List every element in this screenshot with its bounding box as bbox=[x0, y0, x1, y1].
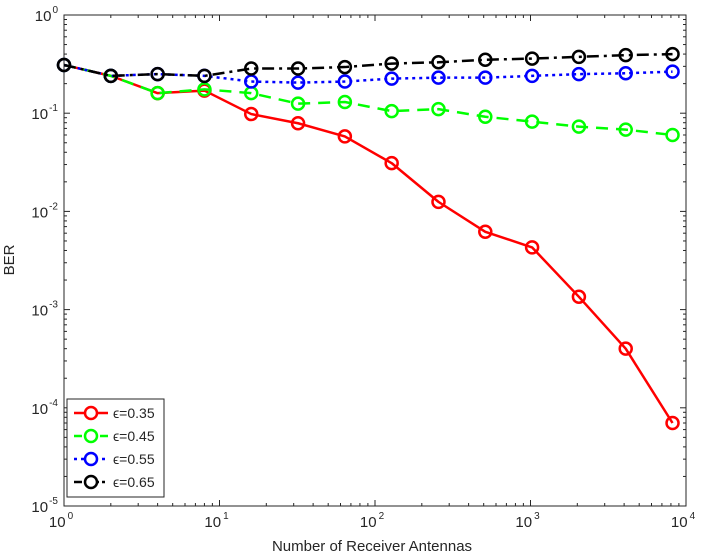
legend-item: ϵ=0.55 bbox=[74, 451, 155, 467]
data-point bbox=[478, 52, 493, 68]
data-point bbox=[56, 57, 72, 73]
data-point bbox=[431, 101, 446, 117]
legend-label: ϵ=0.45 bbox=[113, 428, 155, 444]
data-point bbox=[384, 71, 399, 86]
legend-item: ϵ=0.35 bbox=[74, 405, 155, 421]
data-point bbox=[337, 129, 353, 144]
data-point bbox=[571, 119, 587, 134]
y-tick-label: 100 bbox=[35, 5, 59, 25]
data-point bbox=[524, 51, 540, 66]
data-point bbox=[571, 289, 587, 305]
data-point bbox=[197, 82, 212, 97]
x-tick-label: 10 4 bbox=[671, 511, 696, 531]
y-tick-label: 10-3 bbox=[31, 300, 58, 320]
series-line bbox=[63, 63, 673, 137]
data-point bbox=[290, 75, 306, 90]
data-point bbox=[618, 122, 633, 137]
x-axis-label: Number of Receiver Antennas bbox=[272, 538, 472, 555]
legend-item: ϵ=0.45 bbox=[74, 428, 155, 444]
series-4 bbox=[56, 46, 680, 84]
legend-marker bbox=[83, 474, 99, 490]
x-tick-label: 10 1 bbox=[204, 511, 229, 531]
y-tick-label: 10-2 bbox=[31, 201, 58, 221]
legend-label: ϵ=0.35 bbox=[113, 405, 155, 421]
series-line bbox=[63, 52, 673, 78]
data-point bbox=[290, 96, 306, 111]
legend-marker bbox=[83, 428, 99, 444]
data-point bbox=[431, 194, 446, 210]
data-point bbox=[384, 56, 399, 71]
x-axis-ticks: 10 0 10 1 10 2 10 3 10 4 bbox=[49, 15, 696, 531]
data-point bbox=[618, 47, 633, 63]
data-point bbox=[665, 46, 680, 62]
y-axis-label: BER bbox=[1, 244, 18, 275]
x-tick-label: 10 2 bbox=[360, 511, 385, 531]
data-point bbox=[571, 66, 587, 82]
data-point bbox=[431, 70, 446, 85]
data-point bbox=[478, 70, 493, 85]
y-tick-label: 10-4 bbox=[31, 398, 58, 418]
data-point bbox=[665, 127, 680, 143]
data-point bbox=[524, 114, 540, 129]
data-point bbox=[197, 68, 212, 84]
y-axis-ticks: 100 10-1 10-2 10-3 10-4 10-5 bbox=[31, 5, 686, 516]
data-point bbox=[524, 68, 540, 84]
y-tick-label: 10-5 bbox=[31, 496, 58, 516]
data-point bbox=[337, 59, 353, 75]
data-point bbox=[665, 64, 680, 79]
data-point bbox=[290, 61, 306, 76]
legend-label: ϵ=0.55 bbox=[113, 451, 155, 467]
y-tick-label: 10-1 bbox=[31, 103, 58, 123]
data-point bbox=[243, 106, 259, 122]
legend: ϵ=0.35 ϵ=0.45 ϵ=0.55 ϵ=0.65 bbox=[66, 398, 165, 498]
data-point bbox=[478, 109, 493, 125]
data-point bbox=[384, 155, 399, 171]
data-point bbox=[290, 116, 306, 131]
x-tick-label: 10 3 bbox=[515, 511, 540, 531]
data-point bbox=[665, 415, 680, 431]
x-tick-label: 10 0 bbox=[49, 511, 74, 531]
data-point bbox=[524, 240, 540, 255]
legend-label: ϵ=0.65 bbox=[113, 474, 155, 490]
series-layer bbox=[56, 46, 680, 431]
data-point bbox=[384, 103, 399, 119]
data-point bbox=[150, 85, 165, 101]
legend-box bbox=[66, 398, 165, 498]
data-point bbox=[103, 68, 119, 84]
data-point bbox=[618, 66, 633, 81]
data-point bbox=[243, 61, 259, 76]
data-point bbox=[571, 49, 587, 65]
legend-item: ϵ=0.65 bbox=[74, 474, 155, 490]
data-point bbox=[431, 55, 446, 70]
data-point bbox=[150, 66, 165, 82]
data-point bbox=[478, 224, 493, 240]
data-point bbox=[337, 94, 353, 110]
legend-marker bbox=[83, 405, 99, 421]
legend-marker bbox=[83, 451, 99, 467]
data-point bbox=[337, 74, 353, 89]
data-point bbox=[618, 341, 633, 356]
